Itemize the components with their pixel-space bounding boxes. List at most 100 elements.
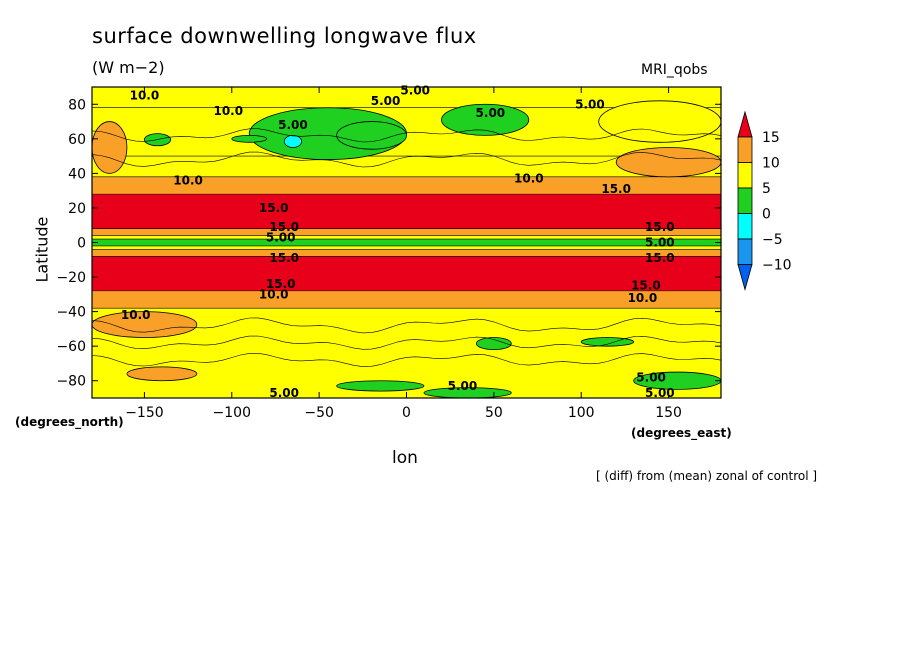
wavy-contour-1 bbox=[91, 151, 722, 168]
x-coord-label: (degrees_east) bbox=[631, 426, 732, 440]
y-tick-label-5: 20 bbox=[68, 201, 86, 217]
wavy-contour-0 bbox=[91, 128, 722, 143]
colorbar: 15 10 5 0 −5 −10 bbox=[737, 110, 792, 291]
contour-label-22: 5.00 bbox=[448, 379, 478, 393]
patch-2 bbox=[283, 134, 303, 148]
footnote: [ (diff) from (mean) zonal of control ] bbox=[596, 469, 818, 483]
chart-title: surface downwelling longwave flux bbox=[92, 24, 477, 48]
contour-label-12: 15.0 bbox=[645, 220, 675, 234]
colorbar-box-4 bbox=[737, 213, 753, 240]
contour-label-0: 10.0 bbox=[130, 89, 160, 103]
y-coord-label: (degrees_north) bbox=[15, 415, 124, 429]
contour-label-10: 15.0 bbox=[259, 201, 289, 215]
patch-12 bbox=[336, 380, 425, 392]
x-tick-label-5: 100 bbox=[568, 405, 595, 421]
y-tick-8: 80 bbox=[68, 97, 721, 113]
plot-area bbox=[91, 86, 722, 399]
contour-label-20: 10.0 bbox=[628, 291, 658, 305]
contour-label-2: 5.00 bbox=[278, 118, 308, 132]
y-tick-label-4: 0 bbox=[77, 236, 86, 252]
patch-1 bbox=[336, 121, 407, 150]
x-tick-label-1: −100 bbox=[213, 405, 251, 421]
x-tick-1: −100 bbox=[213, 87, 251, 421]
model-name: MRI_qobs bbox=[641, 62, 708, 78]
y-tick-label-1: −60 bbox=[56, 339, 86, 355]
y-tick-7: 60 bbox=[68, 132, 721, 148]
colorbar-box-5 bbox=[737, 238, 753, 265]
y-tick-5: 20 bbox=[68, 201, 721, 217]
colorbar-label-1: 10 bbox=[762, 156, 780, 172]
axes: −150 −100 −50 0 50 100 150 −80 −60 −40 −20 0 20 40 60 8… bbox=[56, 86, 722, 421]
x-tick-label-0: −150 bbox=[125, 405, 163, 421]
band-4 bbox=[92, 194, 721, 229]
patch-9 bbox=[475, 337, 512, 351]
colorbar-label-2: 5 bbox=[762, 181, 771, 197]
x-tick-6: 150 bbox=[655, 87, 682, 421]
patch-4 bbox=[598, 100, 722, 143]
contour-label-21: 10.0 bbox=[121, 308, 151, 322]
y-tick-0: −80 bbox=[56, 374, 721, 390]
colorbar-label-3: 0 bbox=[762, 207, 771, 223]
contour-label-11: 15.0 bbox=[269, 220, 299, 234]
colorbar-box-3 bbox=[737, 187, 753, 214]
band-5 bbox=[92, 228, 721, 236]
y-tick-3: −20 bbox=[56, 270, 721, 286]
band-10 bbox=[92, 256, 721, 291]
contour-label-9: 15.0 bbox=[601, 182, 631, 196]
colorbar-bottom-arrow bbox=[737, 264, 753, 291]
x-tick-2: −50 bbox=[304, 87, 334, 421]
wavy-contour-4 bbox=[91, 352, 722, 367]
y-tick-label-2: −40 bbox=[56, 305, 86, 321]
contour-label-14: 5.00 bbox=[645, 236, 675, 250]
contour-label-3: 5.00 bbox=[371, 94, 401, 108]
patch-8 bbox=[615, 147, 722, 178]
patch-6 bbox=[231, 134, 268, 143]
patch-10 bbox=[580, 337, 635, 347]
contour-label-16: 15.0 bbox=[645, 251, 675, 265]
y-tick-label-8: 80 bbox=[68, 97, 86, 113]
x-tick-label-2: −50 bbox=[304, 405, 334, 421]
y-tick-label-0: −80 bbox=[56, 374, 86, 390]
colorbar-label-0: 15 bbox=[762, 130, 780, 146]
band-2 bbox=[92, 156, 721, 177]
contour-label-19: 15.0 bbox=[631, 279, 661, 293]
contour-label-4: 5.00 bbox=[400, 83, 430, 97]
y-tick-label-3: −20 bbox=[56, 270, 86, 286]
contour-label-7: 10.0 bbox=[173, 173, 203, 187]
band-0 bbox=[92, 87, 721, 108]
y-tick-label-6: 40 bbox=[68, 166, 86, 182]
x-tick-3: 0 bbox=[402, 87, 411, 421]
patch-14 bbox=[126, 366, 198, 382]
colorbar-box-2 bbox=[737, 162, 753, 189]
x-tick-5: 100 bbox=[568, 87, 595, 421]
colorbar-top-arrow bbox=[737, 110, 753, 138]
band-11 bbox=[92, 290, 721, 309]
y-tick-label-7: 60 bbox=[68, 132, 86, 148]
patch-7 bbox=[91, 121, 128, 174]
band-9 bbox=[92, 249, 721, 257]
contour-label-6: 5.00 bbox=[575, 97, 605, 111]
contour-label-15: 15.0 bbox=[269, 251, 299, 265]
x-tick-label-6: 150 bbox=[655, 405, 682, 421]
colorbar-box-1 bbox=[737, 136, 753, 163]
contour-label-17: 15.0 bbox=[266, 277, 296, 291]
contour-label-23: 5.00 bbox=[636, 370, 666, 384]
contour-label-24: 5.00 bbox=[269, 386, 299, 400]
x-tick-0: −150 bbox=[125, 87, 164, 421]
contour-label-18: 10.0 bbox=[259, 287, 289, 301]
contour-label-5: 5.00 bbox=[476, 106, 506, 120]
x-tick-label-3: 0 bbox=[402, 405, 411, 421]
band-7 bbox=[92, 239, 721, 246]
band-3 bbox=[92, 176, 721, 195]
x-tick-4: 50 bbox=[485, 87, 503, 421]
y-tick-2: −40 bbox=[56, 305, 721, 321]
colorbar-label-5: −10 bbox=[762, 258, 792, 274]
chart-units: (W m−2) bbox=[92, 58, 165, 77]
band-8 bbox=[92, 245, 721, 250]
contour-label-13: 5.00 bbox=[266, 230, 296, 244]
wavy-contour-2 bbox=[91, 317, 722, 334]
y-tick-4: 0 bbox=[77, 236, 721, 252]
x-axis-label: lon bbox=[392, 448, 418, 468]
